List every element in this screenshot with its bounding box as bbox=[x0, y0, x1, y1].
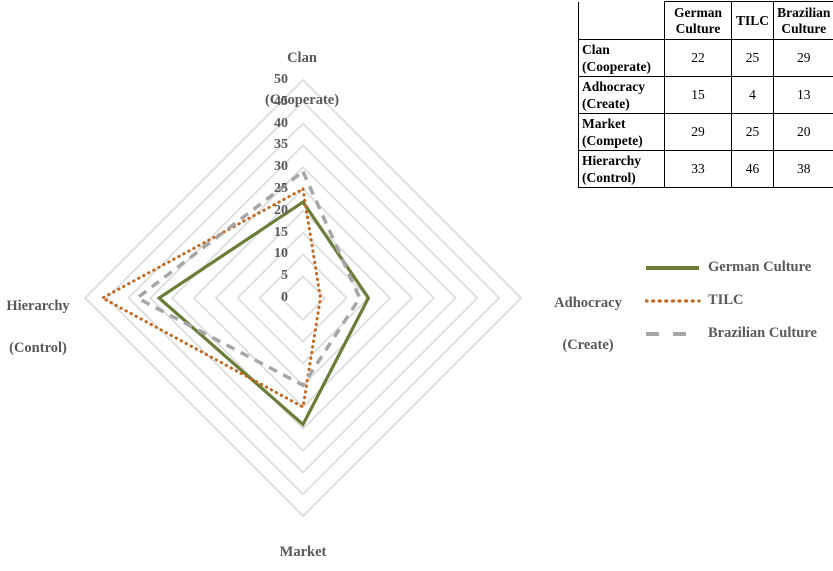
chart-legend: German Culture TILC Brazilian Culture bbox=[645, 251, 817, 350]
gridline-ring bbox=[279, 274, 327, 322]
axis-label-clan: Clan (Cooperate) bbox=[202, 27, 402, 132]
table-cell: 22 bbox=[664, 39, 732, 77]
legend-item-tilc: TILC bbox=[645, 284, 817, 317]
gridline-ring bbox=[83, 78, 523, 518]
culture-values-table: German Culture TILC Brazilian Culture Cl… bbox=[578, 1, 833, 188]
table-cell: 33 bbox=[664, 150, 732, 188]
gridline-ring bbox=[127, 122, 479, 474]
table-row-label: Market (Compete) bbox=[578, 113, 665, 151]
legend-line-dashed-icon bbox=[646, 331, 699, 336]
legend-item-german-culture: German Culture bbox=[645, 251, 817, 284]
table-col-header-tilc: TILC bbox=[731, 1, 774, 40]
table-cell: 13 bbox=[773, 76, 833, 114]
legend-line-dotted-icon bbox=[645, 298, 701, 303]
axis-label-line1: Hierarchy bbox=[6, 298, 70, 314]
legend-line-solid-icon bbox=[646, 265, 699, 270]
gridline-ring bbox=[214, 209, 392, 387]
gridline-ring bbox=[258, 253, 348, 343]
table-col-header-brazilian: Brazilian Culture bbox=[773, 1, 833, 40]
table-cell: 25 bbox=[731, 113, 774, 151]
table-corner-cell bbox=[578, 1, 665, 40]
gridline-ring bbox=[192, 187, 414, 409]
table-cell: 4 bbox=[731, 76, 774, 114]
table-cell: 46 bbox=[731, 150, 774, 188]
table-row: Market (Compete) 29 25 20 bbox=[578, 113, 833, 151]
axis-label-line1: Clan bbox=[287, 50, 317, 66]
table-row-label: Adhocracy (Create) bbox=[578, 76, 665, 114]
table-cell: 38 bbox=[773, 150, 833, 188]
table-row-label: Hierarchy (Control) bbox=[578, 150, 665, 188]
table-cell: 25 bbox=[731, 39, 774, 77]
series-dashed bbox=[134, 168, 362, 388]
axis-label-line2: (Control) bbox=[9, 340, 67, 356]
legend-label: TILC bbox=[708, 292, 744, 308]
axis-label-line2: (Cooperate) bbox=[264, 92, 340, 108]
table-row: Hierarchy (Control) 33 46 38 bbox=[578, 150, 833, 188]
table-cell: 20 bbox=[773, 113, 833, 151]
table-col-header-german: German Culture bbox=[664, 1, 732, 40]
legend-label: Brazilian Culture bbox=[708, 325, 817, 341]
gridline-ring bbox=[236, 231, 370, 365]
table-cell: 15 bbox=[664, 76, 732, 114]
axis-label-adhocracy: Adhocracy (Create) bbox=[523, 272, 653, 377]
series-dotted bbox=[99, 186, 322, 410]
axis-label-line2: (Create) bbox=[562, 337, 614, 353]
table-row: Clan (Cooperate) 22 25 29 bbox=[578, 39, 833, 77]
table-cell: 29 bbox=[664, 113, 732, 151]
gridline-ring bbox=[170, 165, 436, 431]
axis-label-hierarchy: Hierarchy (Control) bbox=[0, 275, 78, 380]
table-row-label: Clan (Cooperate) bbox=[578, 39, 665, 77]
legend-item-brazilian-culture: Brazilian Culture bbox=[645, 317, 817, 350]
axis-label-line1: Adhocracy bbox=[554, 295, 622, 311]
gridline-ring bbox=[105, 100, 501, 496]
gridline-ring bbox=[149, 144, 457, 452]
legend-label: German Culture bbox=[708, 259, 812, 275]
axis-label-line1: Market bbox=[279, 544, 327, 560]
axis-label-market: Market (Compete) bbox=[203, 521, 403, 571]
table-cell: 29 bbox=[773, 39, 833, 77]
table-row: Adhocracy (Create) 15 4 13 bbox=[578, 76, 833, 114]
